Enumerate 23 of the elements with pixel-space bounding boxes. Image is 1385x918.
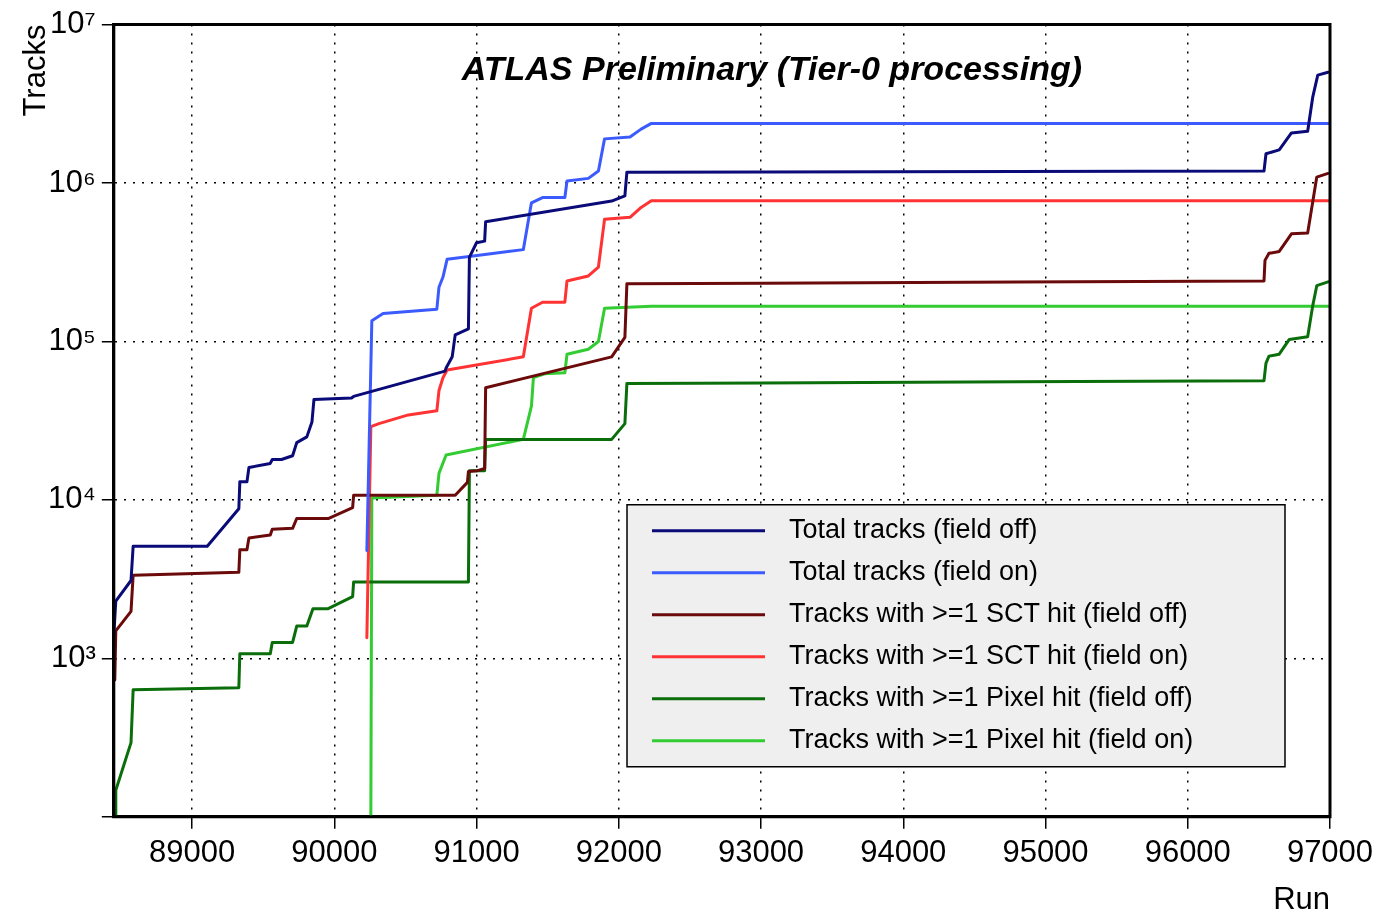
x-tick-label: 93000: [717, 833, 805, 869]
x-tick-label: 94000: [860, 833, 947, 869]
legend-label: Tracks with >=1 Pixel hit (field off): [789, 682, 1193, 713]
text: ATLAS Preliminary (Tier-0 processing): [460, 48, 1083, 87]
x-tick-label: 96000: [1144, 833, 1231, 869]
y-tick-label: 10⁶: [48, 163, 96, 199]
x-tick-label: 95000: [1002, 833, 1089, 869]
y-tick-label: 10⁵: [48, 322, 96, 358]
x-tick-label: 89000: [148, 833, 236, 869]
y-tick-label: 10³: [50, 638, 96, 674]
legend-label: Tracks with >=1 SCT hit (field off): [789, 598, 1188, 629]
x-tick-label: 97000: [1286, 833, 1374, 869]
legend-label: Total tracks (field off): [789, 514, 1038, 545]
y-tick-label: 10⁴: [47, 480, 96, 516]
x-axis-title: Run: [1273, 881, 1330, 917]
x-tick-label: 92000: [575, 833, 662, 869]
legend-label: Total tracks (field on): [789, 556, 1039, 587]
x-tick-label: 91000: [433, 833, 520, 869]
y-axis-title: Tracks: [16, 24, 52, 117]
legend-label: Tracks with >=1 Pixel hit (field on): [789, 724, 1194, 755]
x-tick-label: 90000: [291, 833, 378, 869]
legend-label: Tracks with >=1 SCT hit (field on): [789, 640, 1189, 671]
y-tick-label: 10⁷: [50, 5, 96, 41]
